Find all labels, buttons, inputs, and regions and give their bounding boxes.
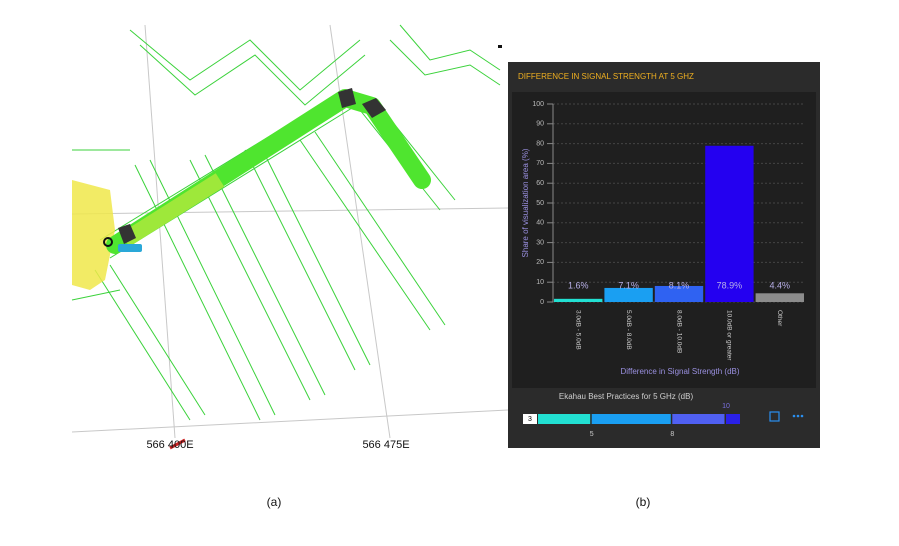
bar (705, 145, 754, 302)
y-tick-label: 0 (540, 299, 544, 306)
x-tick-label: 5.0dB - 8.0dB (625, 310, 632, 350)
scale-segment (726, 414, 740, 424)
chart-panel: DIFFERENCE IN SIGNAL STRENGTH AT 5 GHZ S… (508, 62, 820, 448)
cursor (498, 45, 502, 48)
caption: (a) (267, 495, 282, 509)
value-label: 4.4% (770, 280, 791, 290)
scale-label: 10 (722, 403, 730, 410)
easting-label: 566 475E (362, 439, 409, 451)
y-tick-label: 20 (536, 259, 544, 266)
x-tick-label: 8.0dB - 10.0dB (675, 310, 682, 353)
scale-start-box (523, 414, 537, 424)
north-arrow (169, 438, 186, 450)
plot-bg (512, 92, 816, 388)
caption: (b) (636, 495, 651, 509)
value-label: 8.1% (669, 280, 690, 290)
bar (554, 298, 603, 302)
easting-label: 566 400E (146, 439, 193, 451)
access-points (118, 88, 386, 244)
value-label: 78.9% (717, 280, 743, 290)
value-label: 7.1% (618, 280, 639, 290)
scale-segment (538, 414, 591, 424)
bar (654, 285, 704, 302)
value-label: 1.6% (568, 280, 589, 290)
coverage-yellow (72, 180, 115, 290)
legend-title: Ekahau Best Practices for 5 GHz (dB) (559, 392, 694, 401)
ap-tag (118, 244, 142, 252)
y-tick-label: 10 (536, 279, 544, 286)
x-axis-label: Difference in Signal Strength (dB) (620, 367, 739, 376)
x-tick-label: 3.0dB - 5.0dB (574, 310, 581, 350)
y-tick-label: 70 (536, 160, 544, 167)
y-tick-label: 30 (536, 239, 544, 246)
scale-label: 3 (528, 416, 532, 423)
more-button[interactable] (792, 414, 804, 418)
y-tick-label: 100 (532, 101, 544, 108)
open-button[interactable] (769, 411, 780, 422)
scale-label: 5 (590, 431, 594, 438)
scale-segment (591, 414, 671, 424)
y-axis-label: Share of visualization area (%) (521, 148, 530, 257)
bar (755, 293, 804, 302)
ap-marker (103, 237, 113, 247)
y-tick-label: 60 (536, 180, 544, 187)
coverage-green (106, 89, 431, 254)
bar (604, 287, 653, 302)
map-panel: 566 400E 566 475E (71, 24, 509, 451)
y-tick-label: 80 (536, 140, 544, 147)
scale-label: 8 (670, 431, 674, 438)
y-tick-label: 90 (536, 121, 544, 128)
coverage-lightgreen (120, 173, 225, 247)
scale-segment (672, 414, 725, 424)
y-tick-label: 50 (536, 200, 544, 207)
y-tick-label: 40 (536, 220, 544, 227)
chart-title: DIFFERENCE IN SIGNAL STRENGTH AT 5 GHZ (518, 72, 694, 81)
x-tick-label: 10.0dB or greater (726, 310, 733, 361)
x-tick-label: Other (776, 310, 783, 327)
